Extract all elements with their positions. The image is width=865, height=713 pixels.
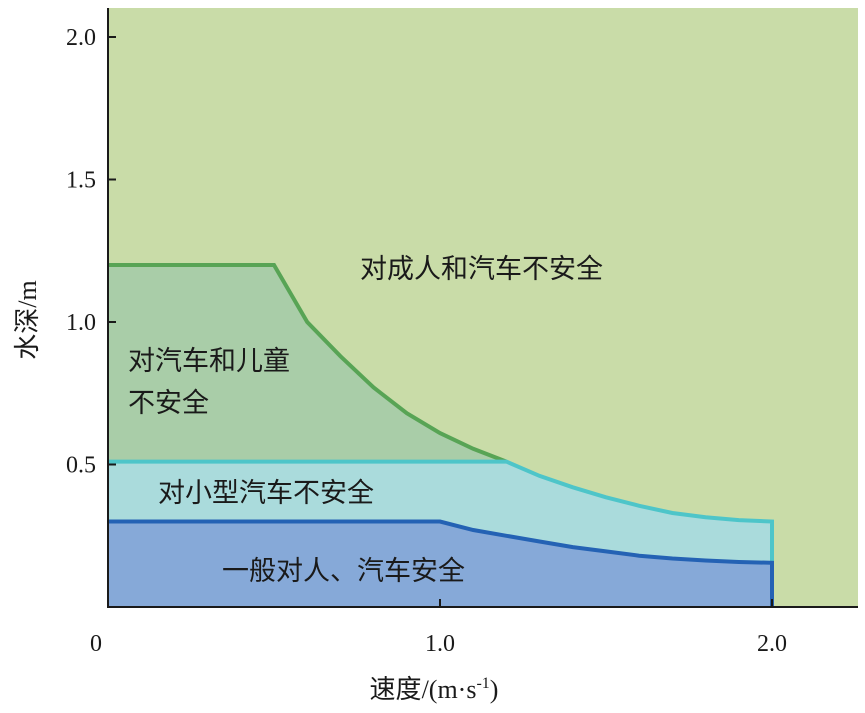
label-car-child-unsafe-line2: 不安全 [128,388,209,419]
axes: 0.5 1.0 1.5 2.0 0 1.0 2.0 [66,8,858,657]
label-car-child-unsafe-line1: 对汽车和儿童 [128,346,290,377]
x-tick-label: 0 [90,631,102,657]
x-axis-title: 速度/(m·s-1) [370,675,499,705]
x-tick-label: 2.0 [757,631,787,657]
region-car-child-unsafe [108,265,507,462]
label-generally-safe: 一般对人、汽车安全 [222,556,465,587]
region-generally-safe [108,521,772,607]
y-tick-label: 1.0 [66,310,96,336]
label-adult-car-unsafe: 对成人和汽车不安全 [360,254,603,285]
adult-car-boundary-line [108,263,508,464]
y-tick-label: 1.5 [66,168,96,194]
safe-boundary-line [108,519,774,607]
y-tick-label: 2.0 [66,25,96,51]
label-small-car-unsafe: 对小型汽车不安全 [158,478,374,509]
small-car-boundary-line [108,459,774,607]
y-axis-title: 水深/m [13,280,43,359]
y-tick-label: 0.5 [66,453,96,479]
x-tick-label: 1.0 [425,631,455,657]
